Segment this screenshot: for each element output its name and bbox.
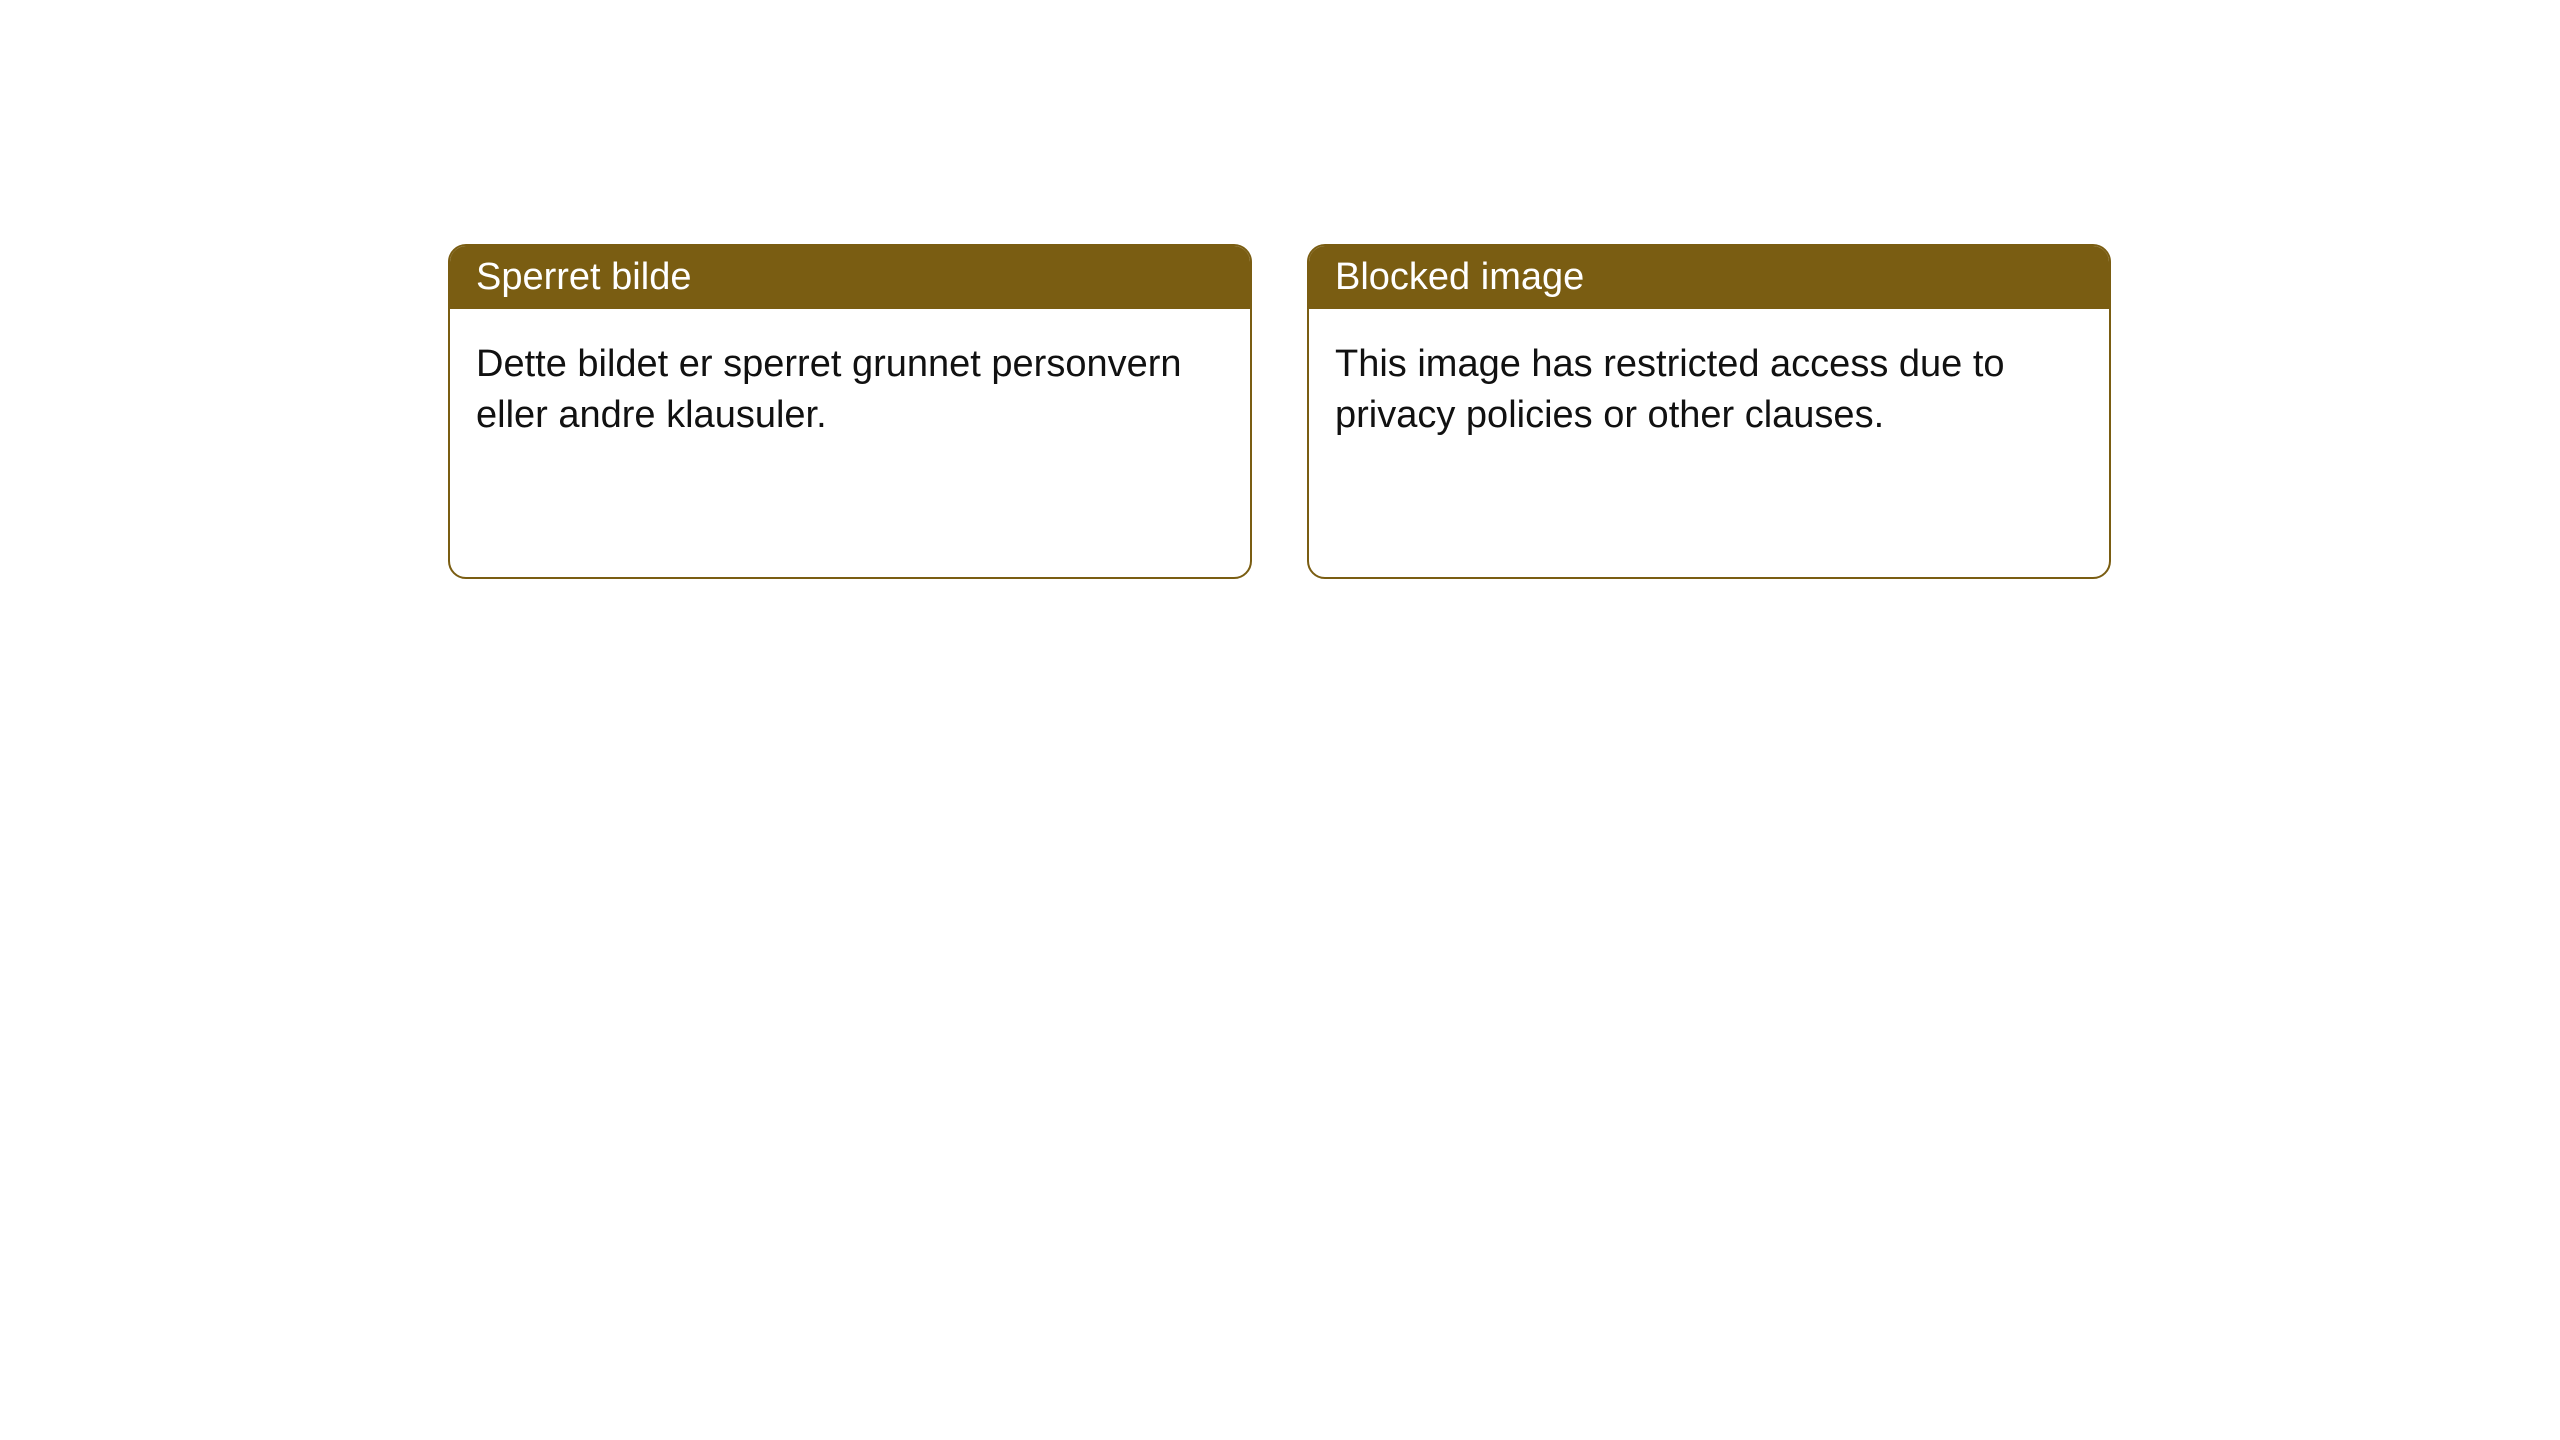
card-body-en: This image has restricted access due to … (1309, 309, 2109, 472)
blocked-image-card-no: Sperret bilde Dette bildet er sperret gr… (448, 244, 1252, 579)
card-body-no: Dette bildet er sperret grunnet personve… (450, 309, 1250, 472)
blocked-image-card-en: Blocked image This image has restricted … (1307, 244, 2111, 579)
card-title-no: Sperret bilde (450, 246, 1250, 309)
card-title-en: Blocked image (1309, 246, 2109, 309)
blocked-image-notices: Sperret bilde Dette bildet er sperret gr… (0, 0, 2560, 579)
